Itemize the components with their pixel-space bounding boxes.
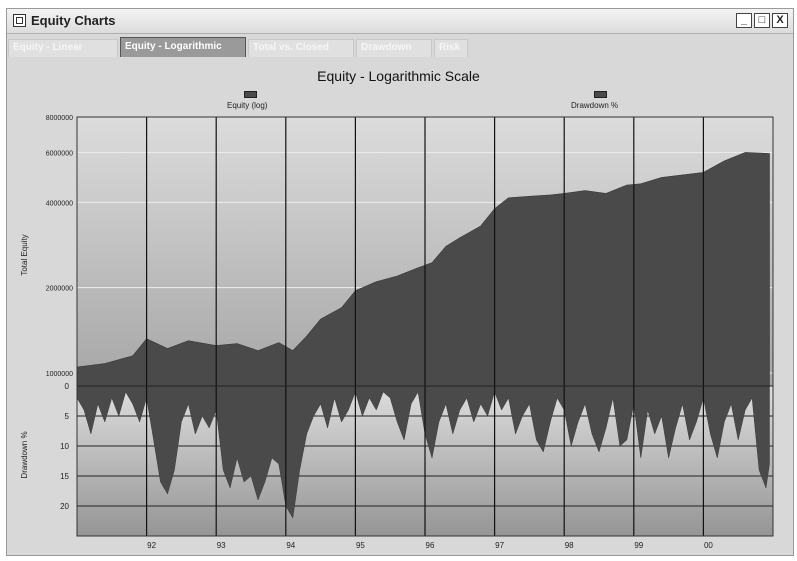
equity-y-tick-label: 2000000: [46, 286, 73, 293]
drawdown-area: [76, 385, 770, 519]
equity-y-tick-label: 6000000: [46, 150, 73, 157]
chart-title: Equity - Logarithmic Scale: [317, 68, 480, 84]
legend-swatch-equity[interactable]: [244, 91, 257, 98]
x-tick-label: 97: [495, 541, 504, 550]
x-tick-label: 96: [426, 541, 435, 550]
x-tick-label: 98: [565, 541, 574, 550]
tab-equity-linear[interactable]: Equity - Linear: [8, 39, 118, 57]
tab-drawdown[interactable]: Drawdown: [356, 39, 432, 57]
equity-y-tick-label: 8000000: [46, 115, 73, 122]
drawdown-y-tick-label: 0: [65, 382, 70, 391]
legend-swatch-drawdown[interactable]: [594, 91, 607, 98]
legend-label-drawdown: Drawdown %: [571, 101, 619, 110]
x-tick-label: 92: [147, 541, 156, 550]
x-tick-label: 94: [286, 541, 295, 550]
title-bar[interactable]: Equity Charts _ □ X: [7, 9, 793, 34]
legend-label-equity: Equity (log): [227, 101, 268, 110]
drawdown-y-tick-label: 5: [65, 412, 70, 421]
equity-y-tick-label: 4000000: [46, 200, 73, 207]
close-button[interactable]: X: [772, 13, 788, 28]
equity-y-axis-label: Total Equity: [20, 234, 29, 275]
maximize-button[interactable]: □: [754, 13, 770, 28]
equity-y-tick-label: 1000000: [46, 371, 73, 378]
drawdown-y-axis-label: Drawdown %: [20, 431, 29, 478]
equity-area: [76, 152, 770, 387]
x-tick-label: 95: [356, 541, 365, 550]
x-tick-label: 00: [704, 541, 713, 550]
minimize-button[interactable]: _: [736, 13, 752, 28]
tab-equity-logarithmic[interactable]: Equity - Logarithmic: [120, 37, 246, 57]
drawdown-y-tick-label: 20: [60, 502, 69, 511]
drawdown-y-tick-label: 10: [60, 442, 69, 451]
tab-total-vs-closed[interactable]: Total vs. Closed: [248, 39, 354, 57]
tab-risk[interactable]: Risk: [434, 39, 468, 57]
window-title: Equity Charts: [31, 13, 116, 28]
x-tick-label: 93: [217, 541, 226, 550]
drawdown-y-tick-label: 15: [60, 472, 69, 481]
chart-window-icon[interactable]: [13, 14, 26, 27]
x-tick-label: 99: [634, 541, 643, 550]
plot-frame: [76, 116, 774, 537]
